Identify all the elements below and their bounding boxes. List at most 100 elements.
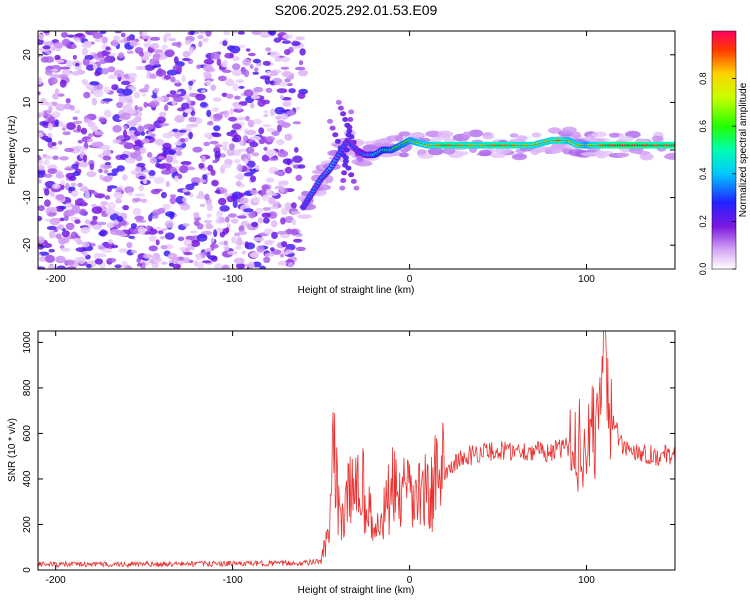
noise-blob bbox=[174, 146, 184, 151]
noise-blob bbox=[172, 159, 179, 164]
noise-blob bbox=[140, 131, 146, 136]
noise-blob bbox=[221, 264, 230, 269]
noise-blob bbox=[111, 39, 119, 47]
noise-blob bbox=[130, 170, 138, 175]
noise-blob bbox=[270, 70, 279, 77]
noise-blob bbox=[203, 219, 213, 224]
colorbar-tick-label: 0.2 bbox=[698, 215, 708, 228]
noise-blob bbox=[122, 129, 128, 138]
noise-blob bbox=[240, 220, 250, 227]
noise-blob bbox=[190, 177, 201, 184]
noise-blob bbox=[159, 236, 165, 240]
signal-halo-blob bbox=[409, 132, 425, 138]
noise-blob bbox=[54, 119, 59, 127]
noise-blob bbox=[98, 168, 103, 173]
noise-blob bbox=[232, 56, 240, 62]
spectrogram-y-label: Frequency (Hz) bbox=[7, 116, 18, 185]
noise-blob bbox=[57, 93, 65, 97]
noise-blob bbox=[90, 219, 98, 225]
noise-blob bbox=[263, 113, 269, 118]
noise-blob bbox=[153, 49, 163, 53]
noise-blob bbox=[221, 163, 232, 169]
noise-blob bbox=[101, 36, 108, 44]
noise-blob bbox=[226, 148, 235, 156]
noise-blob bbox=[43, 173, 53, 178]
noise-blob bbox=[71, 43, 77, 49]
noise-blob bbox=[169, 90, 177, 95]
noise-blob bbox=[148, 245, 158, 252]
noise-blob bbox=[52, 155, 59, 160]
noise-blob bbox=[265, 87, 273, 93]
noise-blob bbox=[213, 125, 221, 132]
noise-blob bbox=[159, 56, 165, 61]
noise-blob bbox=[223, 31, 230, 36]
noise-blob bbox=[77, 139, 83, 144]
noise-blob bbox=[103, 169, 109, 174]
noise-blob bbox=[232, 200, 238, 208]
noise-blob bbox=[208, 120, 213, 124]
noise-blob bbox=[143, 101, 148, 108]
noise-blob bbox=[216, 58, 222, 66]
noise-blob bbox=[170, 76, 176, 83]
noise-blob bbox=[210, 169, 216, 176]
signal-halo-blob bbox=[571, 131, 582, 139]
noise-blob bbox=[42, 45, 51, 50]
noise-blob bbox=[124, 186, 135, 194]
noise-blob bbox=[231, 69, 243, 77]
signal-halo-blob bbox=[618, 135, 634, 142]
noise-blob bbox=[77, 256, 86, 264]
noise-blob bbox=[214, 150, 221, 159]
noise-blob bbox=[38, 205, 45, 212]
noise-blob bbox=[54, 88, 60, 95]
noise-blob bbox=[83, 118, 92, 124]
noise-blob bbox=[270, 247, 275, 252]
noise-blob bbox=[252, 58, 261, 64]
noise-blob bbox=[198, 40, 203, 48]
noise-blob bbox=[243, 172, 254, 177]
noise-blob bbox=[171, 42, 181, 47]
noise-blob bbox=[106, 222, 115, 229]
noise-blob bbox=[44, 137, 53, 143]
noise-blob bbox=[203, 132, 212, 139]
noise-blob bbox=[63, 235, 70, 244]
noise-blob bbox=[236, 104, 243, 110]
y-tick-label: 200 bbox=[22, 516, 33, 533]
noise-blob bbox=[253, 86, 264, 93]
noise-blob bbox=[174, 175, 179, 183]
noise-blob bbox=[93, 89, 104, 98]
noise-blob bbox=[171, 256, 179, 264]
noise-blob bbox=[92, 32, 103, 39]
noise-blob bbox=[205, 31, 212, 37]
noise-blob bbox=[274, 106, 286, 115]
noise-blob bbox=[128, 109, 137, 115]
noise-blob bbox=[92, 224, 103, 230]
noise-blob bbox=[234, 174, 245, 179]
noise-blob bbox=[265, 136, 275, 142]
signal-halo-blob bbox=[490, 152, 506, 159]
snr-y-label: SNR (10 * v/v) bbox=[7, 418, 18, 482]
noise-blob bbox=[116, 101, 124, 109]
noise-blob bbox=[102, 155, 112, 161]
noise-blob bbox=[196, 233, 208, 242]
noise-blob bbox=[188, 131, 193, 140]
noise-blob bbox=[210, 132, 220, 136]
noise-blob bbox=[108, 53, 117, 57]
noise-blob bbox=[111, 84, 119, 91]
noise-blob bbox=[187, 166, 196, 171]
noise-blob bbox=[295, 246, 306, 252]
noise-blob bbox=[82, 251, 88, 257]
signal-arm-blob bbox=[334, 138, 341, 144]
noise-blob bbox=[81, 47, 88, 56]
noise-blob bbox=[55, 59, 65, 63]
noise-blob bbox=[113, 191, 123, 199]
noise-blob bbox=[235, 181, 242, 186]
noise-blob bbox=[138, 106, 143, 112]
noise-blob bbox=[262, 60, 271, 66]
noise-blob bbox=[189, 230, 198, 234]
noise-blob bbox=[70, 231, 78, 240]
noise-blob bbox=[118, 95, 128, 104]
noise-blob bbox=[269, 149, 276, 156]
noise-blob bbox=[237, 31, 245, 35]
noise-blob bbox=[257, 217, 264, 224]
noise-blob bbox=[65, 60, 72, 68]
